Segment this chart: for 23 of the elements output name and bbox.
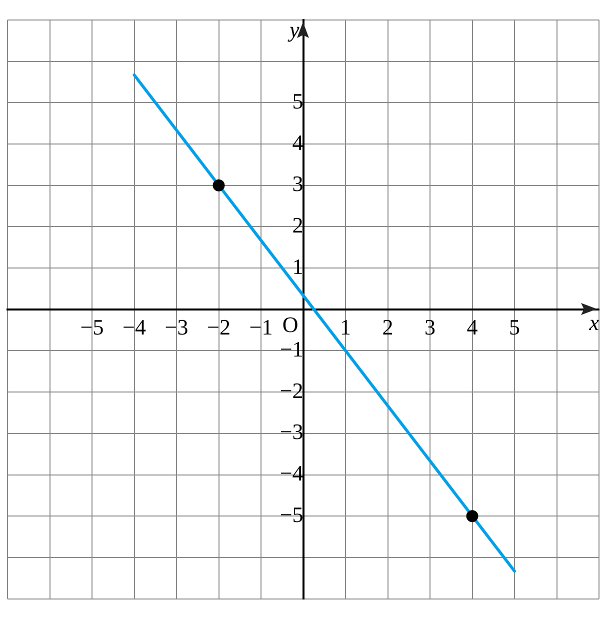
y-tick-label: 1 [292, 254, 304, 279]
y-tick-label: −5 [280, 502, 304, 527]
y-tick-label: 5 [292, 88, 304, 114]
annotation: O [282, 312, 298, 338]
x-tick-label: −3 [164, 314, 188, 340]
y-tick-label: −3 [280, 419, 304, 444]
x-tick-label: 2 [382, 314, 394, 340]
x-tick-label: 1 [340, 314, 351, 340]
x-tick-label: −5 [80, 314, 104, 340]
x-tick-label: 5 [509, 314, 520, 340]
x-tick-label: −2 [207, 314, 230, 340]
y-axis-title: y [287, 16, 300, 42]
y-tick-label: −4 [280, 460, 304, 486]
x-tick-label: −4 [122, 314, 146, 340]
x-axis-title: x [588, 310, 600, 336]
y-tick-label: −1 [280, 336, 304, 362]
y-tick-label: 2 [292, 212, 304, 238]
y-tick-label: 3 [292, 171, 304, 196]
y-tick-label: −2 [280, 378, 304, 403]
x-tick-label: 4 [466, 314, 478, 340]
y-tick-label: 4 [292, 130, 304, 155]
x-tick-label: −1 [249, 314, 273, 340]
x-tick-label: 3 [424, 314, 436, 340]
